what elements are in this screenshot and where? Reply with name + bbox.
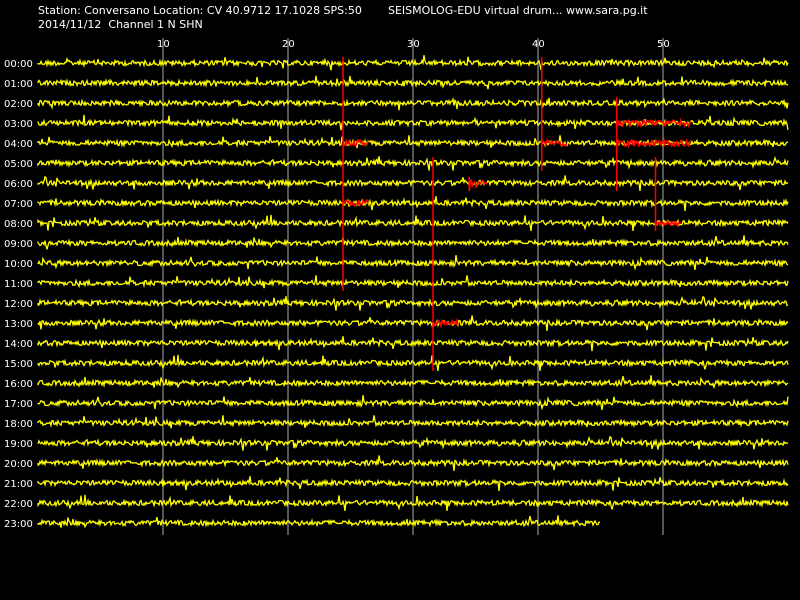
x-tick-label: 10 [157, 39, 170, 50]
hour-label: 10:00 [4, 259, 33, 270]
hour-label: 18:00 [4, 419, 33, 430]
trace-row [37, 135, 789, 149]
hour-label: 06:00 [4, 179, 33, 190]
trace-row [37, 435, 789, 451]
trace-row [37, 175, 789, 191]
hour-label: 08:00 [4, 219, 33, 230]
x-tick-label: 20 [282, 39, 295, 50]
event-burst [654, 219, 682, 228]
trace-row [37, 295, 789, 311]
hour-label: 00:00 [4, 59, 33, 70]
trace-row [37, 395, 789, 411]
trace-row [37, 415, 789, 429]
hour-label: 21:00 [4, 479, 33, 490]
trace-row [37, 196, 789, 212]
event-burst [615, 137, 692, 149]
trace-row [37, 114, 789, 131]
event-burst [342, 137, 369, 148]
hour-label: 16:00 [4, 379, 33, 390]
hour-label: 17:00 [4, 399, 33, 410]
date-channel-info: 2014/11/12 Channel 1 N SHN [38, 18, 203, 31]
station-info: Station: Conversano Location: CV 40.9712… [38, 4, 362, 17]
software-credit: SEISMOLOG-EDU virtual drum... www.sara.p… [388, 4, 648, 17]
hour-label: 19:00 [4, 439, 33, 450]
trace-row [37, 97, 789, 111]
hour-label: 14:00 [4, 339, 33, 350]
hour-label: 01:00 [4, 79, 33, 90]
hour-label: 13:00 [4, 319, 33, 330]
trace-row [37, 336, 789, 352]
hour-label: 05:00 [4, 159, 33, 170]
event-burst [615, 117, 692, 129]
hour-label: 15:00 [4, 359, 33, 370]
trace-row [37, 275, 789, 289]
x-tick-label: 30 [407, 39, 420, 50]
hour-label: 02:00 [4, 99, 33, 110]
x-tick-label: 50 [657, 39, 670, 50]
event-burst [342, 198, 369, 208]
hour-label: 23:00 [4, 519, 33, 530]
trace-row [37, 235, 789, 250]
trace-row [37, 55, 789, 71]
hour-label: 11:00 [4, 279, 33, 290]
hour-label: 20:00 [4, 459, 33, 470]
trace-row [37, 455, 789, 471]
event-burst [432, 317, 459, 329]
trace-row [37, 494, 789, 512]
trace-row [37, 476, 789, 492]
event-burst [540, 138, 568, 149]
trace-row [37, 354, 789, 372]
hour-label: 22:00 [4, 499, 33, 510]
trace-row [37, 515, 601, 529]
event-burst [468, 179, 488, 192]
hour-label: 09:00 [4, 239, 33, 250]
x-tick-label: 40 [532, 39, 545, 50]
trace-row [37, 75, 789, 90]
trace-row [37, 315, 789, 331]
hour-label: 07:00 [4, 199, 33, 210]
hour-label: 12:00 [4, 299, 33, 310]
trace-row [37, 375, 789, 390]
hour-label: 03:00 [4, 119, 33, 130]
hour-label: 04:00 [4, 139, 33, 150]
trace-row [37, 155, 789, 171]
trace-row [37, 255, 789, 271]
